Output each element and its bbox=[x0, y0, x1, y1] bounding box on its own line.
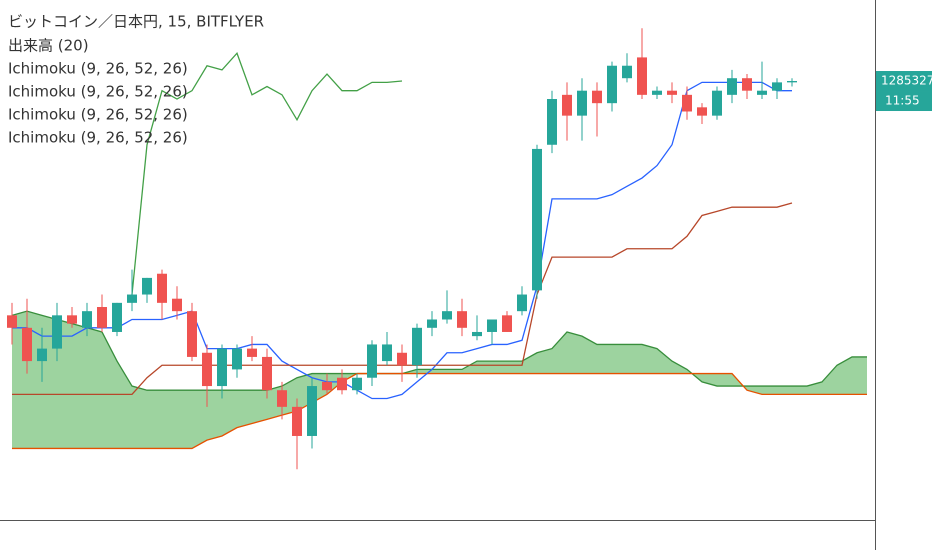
span-b-line bbox=[12, 372, 867, 450]
candle-body bbox=[7, 315, 17, 328]
candle-body bbox=[277, 390, 287, 407]
candle-body bbox=[547, 99, 557, 145]
candle-body bbox=[37, 348, 47, 362]
candle-body bbox=[337, 377, 347, 391]
candle-body bbox=[517, 294, 527, 312]
candle-body bbox=[247, 348, 257, 357]
candle-body bbox=[562, 94, 572, 116]
span-a-line bbox=[11, 310, 867, 391]
countdown-tag bbox=[876, 91, 932, 112]
candle-body bbox=[592, 90, 602, 104]
candle-body bbox=[232, 348, 242, 370]
candle-body bbox=[172, 298, 182, 312]
candle-body bbox=[772, 82, 782, 91]
countdown-label: 11:55 bbox=[885, 94, 920, 108]
candle-body bbox=[442, 311, 452, 320]
candle-body bbox=[217, 348, 227, 387]
candle-body bbox=[292, 406, 302, 436]
legend-entry: Ichimoku (9, 26, 52, 26) bbox=[8, 129, 188, 147]
legend-entry: Ichimoku (9, 26, 52, 26) bbox=[8, 83, 188, 101]
candle-body bbox=[472, 331, 482, 337]
candle-body bbox=[52, 315, 62, 349]
candle-body bbox=[652, 90, 662, 95]
candle-body bbox=[742, 78, 752, 91]
ichimoku-line bbox=[12, 81, 792, 400]
candle-body bbox=[607, 65, 617, 104]
candle-body bbox=[637, 57, 647, 95]
candle-body bbox=[262, 356, 272, 391]
legend-entry: 出来高 (20) bbox=[8, 37, 89, 55]
candle-body bbox=[622, 65, 632, 79]
candle-body bbox=[142, 277, 152, 295]
ichimoku-line bbox=[131, 52, 403, 295]
candle-body bbox=[457, 311, 467, 328]
candle-body bbox=[202, 352, 212, 387]
candle-body bbox=[157, 273, 167, 303]
candle-body bbox=[577, 90, 587, 116]
price-label: 1285327 bbox=[881, 74, 932, 88]
candle-body bbox=[367, 344, 377, 378]
candle-body bbox=[502, 315, 512, 332]
candle-body bbox=[382, 344, 392, 362]
candle-body bbox=[307, 386, 317, 436]
candle-body bbox=[112, 302, 122, 332]
candle-body bbox=[352, 377, 362, 391]
price-tag bbox=[876, 71, 932, 92]
candle-body bbox=[682, 94, 692, 112]
cloud-fill bbox=[12, 311, 867, 449]
candle-body bbox=[757, 90, 767, 95]
candle-body bbox=[187, 311, 197, 357]
candle-body bbox=[22, 327, 32, 362]
legend-entry: Ichimoku (9, 26, 52, 26) bbox=[8, 60, 188, 78]
candle-body bbox=[787, 81, 797, 83]
legend-entry: Ichimoku (9, 26, 52, 26) bbox=[8, 106, 188, 124]
candle-body bbox=[97, 307, 107, 328]
candle-body bbox=[667, 90, 677, 95]
candle-body bbox=[487, 319, 497, 332]
candle-body bbox=[427, 319, 437, 328]
candle-body bbox=[397, 352, 407, 366]
candle-body bbox=[712, 90, 722, 116]
candle-body bbox=[82, 311, 92, 328]
candle-body bbox=[322, 381, 332, 391]
candle-body bbox=[697, 107, 707, 116]
candle-body bbox=[127, 294, 137, 303]
candle-body bbox=[412, 327, 422, 366]
chart-title: ビットコイン／日本円, 15, BITFLYER bbox=[8, 13, 264, 31]
candle-body bbox=[532, 148, 542, 291]
candle-body bbox=[67, 315, 77, 324]
candle-body bbox=[727, 78, 737, 95]
